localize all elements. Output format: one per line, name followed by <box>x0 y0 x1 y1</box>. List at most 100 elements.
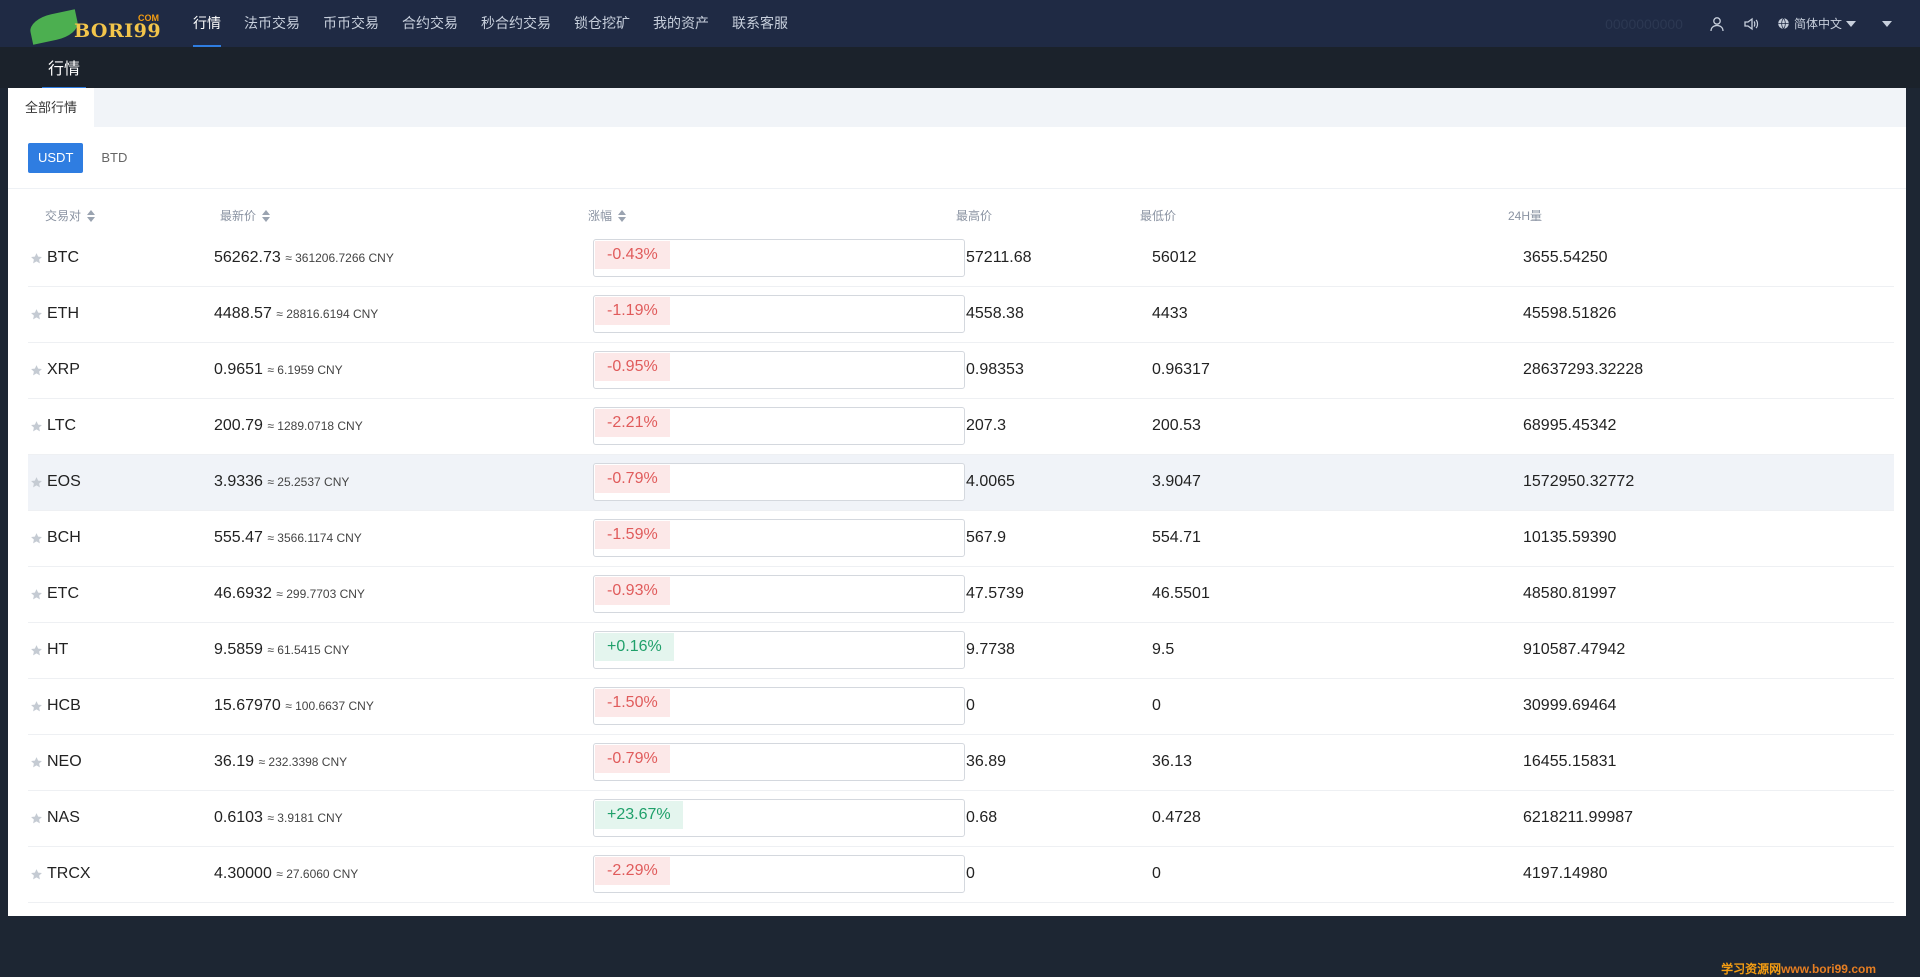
high-price: 0.68 <box>966 809 998 826</box>
high-price: 36.89 <box>966 753 1007 770</box>
table-row[interactable]: ETH 4488.57 ≈ 28816.6194 CNY -1.19% 4558.38… <box>28 287 1894 343</box>
low-price: 9.5 <box>1152 641 1175 658</box>
logo-com: COM <box>138 13 159 23</box>
last-price: 9.5859 ≈ 61.5415 CNY <box>214 641 349 659</box>
low-price: 3.9047 <box>1152 473 1201 490</box>
table-row[interactable]: NAS 0.6103 ≈ 3.9181 CNY +23.67% 0.68 0.4728 6… <box>28 791 1894 847</box>
star-icon[interactable] <box>30 644 43 657</box>
star-icon[interactable] <box>30 756 43 769</box>
nav-fiat-trade[interactable]: 法币交易 <box>244 15 300 31</box>
speaker-icon[interactable] <box>1743 16 1759 32</box>
account-blurred-text: 0000000000 <box>1605 15 1683 32</box>
star-icon[interactable] <box>30 420 43 433</box>
table-row[interactable]: ETC 46.6932 ≈ 299.7703 CNY -0.93% 47.5739 46… <box>28 567 1894 623</box>
low-price: 0.4728 <box>1152 809 1201 826</box>
cny-value: ≈ 361206.7266 CNY <box>285 251 394 265</box>
star-icon[interactable] <box>30 700 43 713</box>
table-row[interactable]: NEO 36.19 ≈ 232.3398 CNY -0.79% 36.89 36.13 1… <box>28 735 1894 791</box>
star-icon[interactable] <box>30 532 43 545</box>
table-row[interactable]: HT 9.5859 ≈ 61.5415 CNY +0.16% 9.7738 9.5 910… <box>28 623 1894 679</box>
volume-24h: 16455.15831 <box>1523 753 1617 770</box>
table-row[interactable]: BCH 555.47 ≈ 3566.1174 CNY -1.59% 567.9 554.… <box>28 511 1894 567</box>
usdt-button[interactable]: USDT <box>28 143 84 173</box>
pair-name: EOS <box>47 473 81 490</box>
pair-name: TRCX <box>47 865 91 882</box>
change-box: -0.95% <box>593 351 965 389</box>
change-badge: -0.93% <box>595 577 670 605</box>
nav-my-assets[interactable]: 我的资产 <box>653 15 709 31</box>
last-price-value: 36.19 <box>214 753 255 770</box>
menu-chevron-down-icon[interactable] <box>1882 20 1892 27</box>
table-row[interactable]: EOS 3.9336 ≈ 25.2537 CNY -0.79% 4.0065 3.904… <box>28 455 1894 511</box>
language-selector[interactable]: 简体中文 <box>1777 15 1856 32</box>
last-price-value: 3.9336 <box>214 473 263 490</box>
last-price: 0.6103 ≈ 3.9181 CNY <box>214 809 343 827</box>
low-price: 200.53 <box>1152 417 1201 434</box>
volume-24h: 45598.51826 <box>1523 305 1617 322</box>
market-panel: 全部行情 USDT BTD 交易对 最新价 涨幅 最高价 最低价 24H量 BT… <box>8 88 1906 976</box>
low-price: 0.96317 <box>1152 361 1210 378</box>
low-price: 36.13 <box>1152 753 1193 770</box>
high-price: 0.98353 <box>966 361 1024 378</box>
low-price: 0 <box>1152 865 1161 882</box>
change-badge: -1.19% <box>595 297 670 325</box>
nav-market[interactable]: 行情 <box>193 0 221 47</box>
th-change[interactable]: 涨幅 <box>588 207 627 224</box>
table-row[interactable]: BTC 56262.73 ≈ 361206.7266 CNY -0.43% 57211… <box>28 231 1894 287</box>
btd-button[interactable]: BTD <box>101 150 128 165</box>
nav-staking-mining[interactable]: 锁仓挖矿 <box>574 15 630 31</box>
last-price: 4488.57 ≈ 28816.6194 CNY <box>214 305 378 323</box>
high-price: 9.7738 <box>966 641 1015 658</box>
last-price-value: 200.79 <box>214 417 263 434</box>
low-price: 56012 <box>1152 249 1197 266</box>
nav-second-contract[interactable]: 秒合约交易 <box>481 15 551 31</box>
market-rows: BTC 56262.73 ≈ 361206.7266 CNY -0.43% 57211… <box>28 231 1894 903</box>
nav-spot-trade[interactable]: 币币交易 <box>323 15 379 31</box>
pair-name: NAS <box>47 809 80 826</box>
star-icon[interactable] <box>30 308 43 321</box>
table-row[interactable]: LTC 200.79 ≈ 1289.0718 CNY -2.21% 207.3 200.… <box>28 399 1894 455</box>
last-price-value: 0.9651 <box>214 361 263 378</box>
nav-customer-service[interactable]: 联系客服 <box>732 15 788 31</box>
change-box: -0.79% <box>593 463 965 501</box>
star-icon[interactable] <box>30 364 43 377</box>
nav-contract-trade[interactable]: 合约交易 <box>402 15 458 31</box>
volume-24h: 3655.54250 <box>1523 249 1608 266</box>
change-box: -2.21% <box>593 407 965 445</box>
star-icon[interactable] <box>30 812 43 825</box>
table-row[interactable]: TRCX 4.30000 ≈ 27.6060 CNY -2.29% 0 0 4197.14… <box>28 847 1894 903</box>
sort-icon <box>618 209 627 222</box>
site-logo[interactable]: BORI99 COM <box>27 8 165 45</box>
cny-value: ≈ 6.1959 CNY <box>267 363 343 377</box>
tab-all-markets[interactable]: 全部行情 <box>8 88 94 127</box>
sub-header: 行情 <box>0 47 1920 89</box>
logo-text: BORI99 <box>74 20 162 42</box>
change-badge: -2.29% <box>595 857 670 885</box>
user-icon[interactable] <box>1709 16 1725 32</box>
pair-name: ETH <box>47 305 79 322</box>
high-price: 0 <box>966 865 975 882</box>
last-price: 200.79 ≈ 1289.0718 CNY <box>214 417 363 435</box>
volume-24h: 6218211.99987 <box>1523 809 1634 826</box>
table-row[interactable]: XRP 0.9651 ≈ 6.1959 CNY -0.95% 0.98353 0.963… <box>28 343 1894 399</box>
cny-value: ≈ 3566.1174 CNY <box>267 531 362 545</box>
last-price: 36.19 ≈ 232.3398 CNY <box>214 753 347 771</box>
high-price: 57211.68 <box>966 249 1032 266</box>
th-last-label: 最新价 <box>220 209 257 223</box>
globe-icon <box>1778 17 1789 30</box>
sort-icon <box>262 209 271 222</box>
th-change-label: 涨幅 <box>588 209 613 223</box>
th-low-label: 最低价 <box>1140 209 1177 223</box>
star-icon[interactable] <box>30 476 43 489</box>
last-price-value: 46.6932 <box>214 585 272 602</box>
th-pair[interactable]: 交易对 <box>45 207 96 224</box>
last-price: 46.6932 ≈ 299.7703 CNY <box>214 585 365 603</box>
star-icon[interactable] <box>30 252 43 265</box>
star-icon[interactable] <box>30 588 43 601</box>
pair-name: ETC <box>47 585 79 602</box>
low-price: 0 <box>1152 697 1161 714</box>
change-badge: -0.95% <box>595 353 670 381</box>
th-last[interactable]: 最新价 <box>220 207 271 224</box>
star-icon[interactable] <box>30 868 43 881</box>
table-row[interactable]: HCB 15.67970 ≈ 100.6637 CNY -1.50% 0 0 30999.… <box>28 679 1894 735</box>
